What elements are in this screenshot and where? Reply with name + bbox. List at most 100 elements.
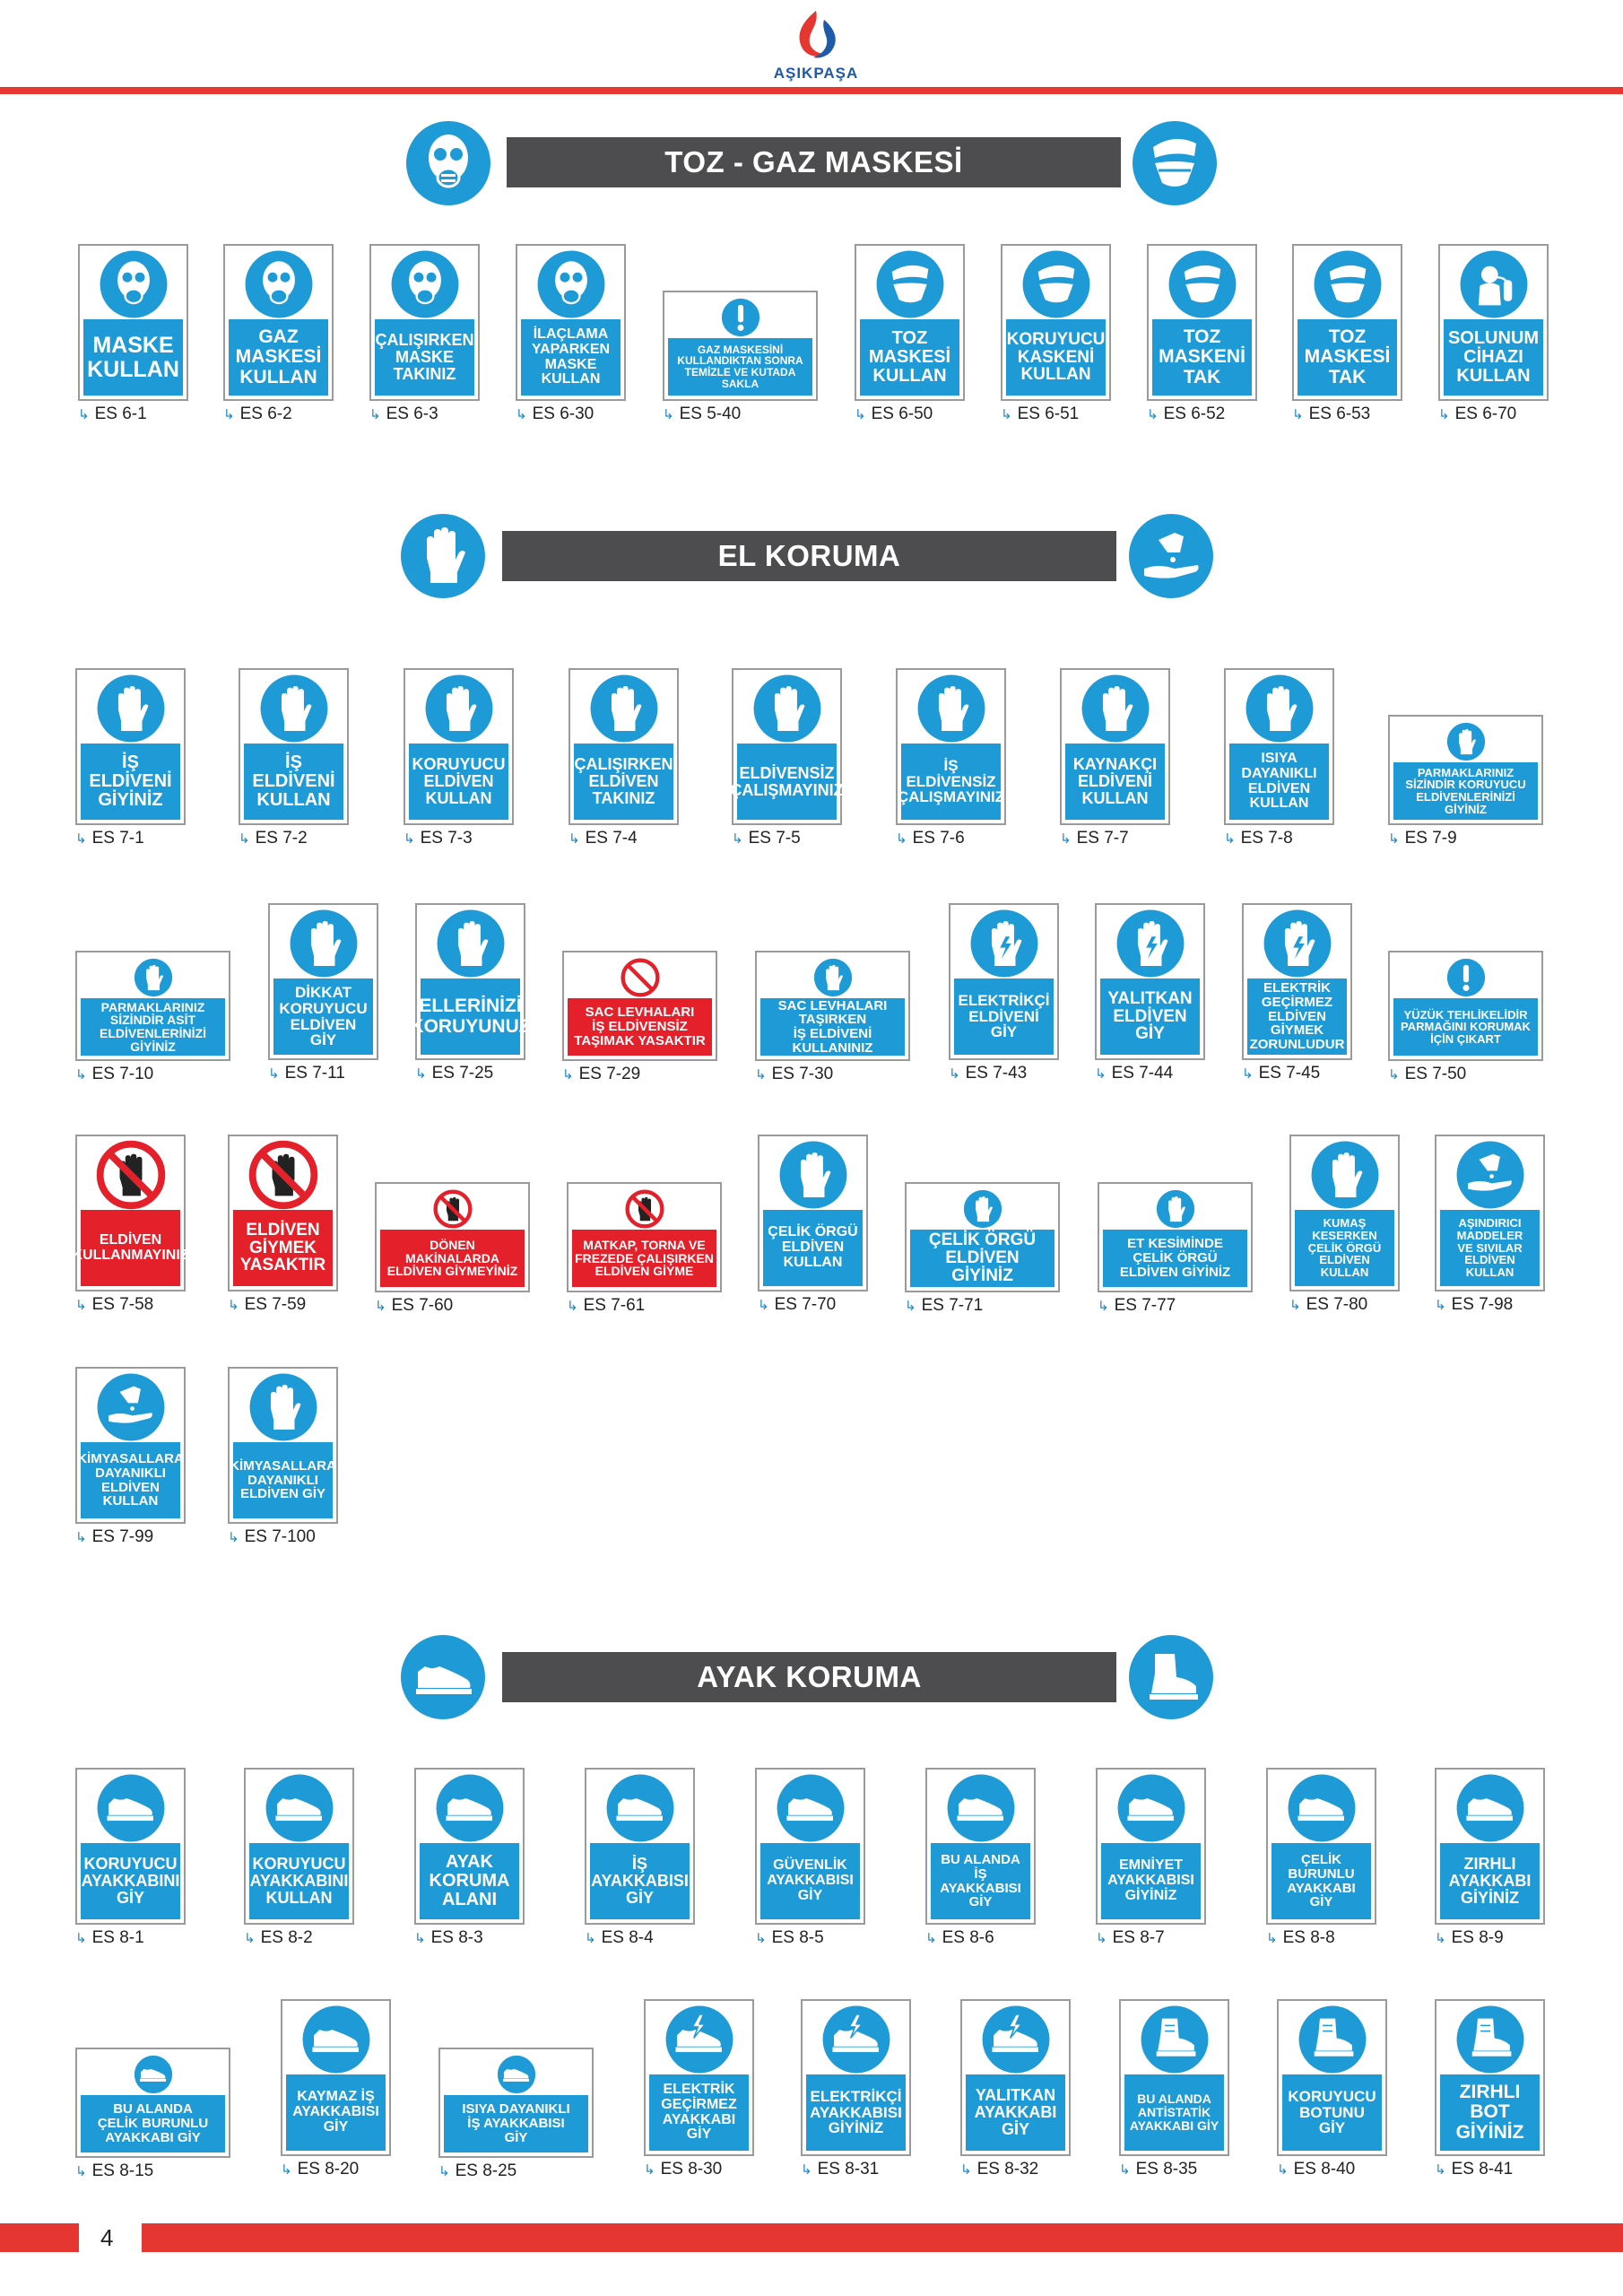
safety-sign: ELEKTRİKÇİ AYAKKABISI GİYİNİZ xyxy=(801,1999,911,2156)
glove-elec-icon xyxy=(1100,909,1200,978)
glove-elec-icon xyxy=(1247,909,1347,978)
gas-mask-icon xyxy=(83,249,183,319)
arrow-icon: ↳ xyxy=(415,1066,427,1082)
arrow-icon: ↳ xyxy=(732,831,743,847)
product-code-label: ES 6-50 xyxy=(871,404,933,423)
sign-text: YALITKAN ELDİVEN GİY xyxy=(1100,978,1200,1055)
product-code: ↳ ES 8-32 xyxy=(960,2160,1038,2179)
product-code: ↳ ES 8-15 xyxy=(75,2161,153,2181)
glove-icon xyxy=(1229,674,1329,744)
product-code-label: ES 6-53 xyxy=(1308,404,1371,423)
product-code-label: ES 8-4 xyxy=(601,1928,654,1947)
shoe-elec-icon xyxy=(806,2005,906,2074)
sign-text: ÇELİK ÖRGÜ ELDİVEN KULLAN xyxy=(763,1210,863,1286)
arrow-icon: ↳ xyxy=(1289,1298,1301,1313)
glove-icon xyxy=(1065,674,1165,744)
gas-mask-icon xyxy=(375,249,474,319)
safety-sign: ELEKTRİK GEÇİRMEZ ELDİVEN GİYMEK ZORUNLU… xyxy=(1242,903,1352,1060)
header-red-line xyxy=(0,87,1623,94)
safety-sign: ÇELİK ÖRGÜ ELDİVEN KULLAN xyxy=(758,1135,868,1292)
shoe-icon xyxy=(81,2053,225,2095)
safety-sign: KORUYUCU AYAKKABINI KULLAN xyxy=(244,1768,354,1925)
product-code: ↳ ES 6-50 xyxy=(855,404,933,424)
sign-text: KORUYUCU BOTUNU GİY xyxy=(1282,2074,1382,2151)
shoe-icon xyxy=(760,1773,860,1843)
arrow-icon: ↳ xyxy=(228,1530,239,1545)
no-glove-icon xyxy=(572,1187,716,1230)
product-code: ↳ ES 8-5 xyxy=(755,1928,824,1948)
glove-icon xyxy=(1393,720,1538,762)
product-code-label: ES 7-70 xyxy=(774,1295,837,1314)
sign-text: ZIRHLI BOT GİYİNİZ xyxy=(1440,2074,1540,2151)
safety-sign: DİKKAT KORUYUCU ELDİVEN GİY xyxy=(268,903,378,1060)
glove-icon xyxy=(81,956,225,998)
boot-icon xyxy=(1440,2005,1540,2074)
glove-icon xyxy=(763,1140,863,1210)
product-code: ↳ ES 7-60 xyxy=(375,1296,453,1316)
safety-sign: ZIRHLI BOT GİYİNİZ xyxy=(1435,1999,1545,2156)
product-code: ↳ ES 6-70 xyxy=(1438,404,1516,424)
sign-text: DİKKAT KORUYUCU ELDİVEN GİY xyxy=(273,978,373,1055)
arrow-icon: ↳ xyxy=(75,1067,87,1083)
sign-text: ISIYA DAYANIKLI ELDİVEN KULLAN xyxy=(1229,744,1329,820)
arrow-icon: ↳ xyxy=(1266,1931,1278,1946)
chem-hand-icon xyxy=(1440,1140,1540,1210)
product-code-label: ES 8-8 xyxy=(1282,1928,1335,1947)
arrow-icon: ↳ xyxy=(268,1066,280,1082)
glove-icon xyxy=(1103,1187,1247,1230)
product-code-label: ES 8-5 xyxy=(771,1928,824,1947)
safety-sign: KUMAŞ KESERKEN ÇELİK ÖRGÜ ELDİVEN KULLAN xyxy=(1289,1135,1400,1292)
product-code: ↳ ES 6-30 xyxy=(516,404,594,424)
safety-sign: İŞ AYAKKABISI GİY xyxy=(585,1768,695,1925)
safety-sign: SOLUNUM CİHAZI KULLAN xyxy=(1438,244,1549,401)
product-code: ↳ ES 7-5 xyxy=(732,829,801,848)
dust-mask-icon xyxy=(1298,249,1397,319)
glove-elec-icon xyxy=(954,909,1054,978)
sign-text: BU ALANDA ANTİSTATİK AYAKKABI GİY xyxy=(1124,2074,1224,2151)
arrow-icon: ↳ xyxy=(755,1931,767,1946)
product-code-label: ES 8-35 xyxy=(1135,2160,1198,2179)
arrow-icon: ↳ xyxy=(1438,407,1450,422)
product-code: ↳ ES 8-30 xyxy=(644,2160,722,2179)
arrow-icon: ↳ xyxy=(1098,1299,1109,1314)
product-code-label: ES 8-7 xyxy=(1112,1928,1165,1947)
sign-text: KİMYASALLARA DAYANIKLI ELDİVEN KULLAN xyxy=(77,1442,184,1518)
arrow-icon: ↳ xyxy=(375,1299,386,1314)
arrow-icon: ↳ xyxy=(755,1067,767,1083)
sign-text: ZIRHLI AYAKKABI GİYİNİZ xyxy=(1440,1843,1540,1919)
product-code: ↳ ES 7-25 xyxy=(415,1064,493,1083)
arrow-icon: ↳ xyxy=(1435,2162,1446,2178)
sign-text: ELEKTRİKÇİ ELDİVENİ GİY xyxy=(954,978,1054,1055)
arrow-icon: ↳ xyxy=(75,2164,87,2179)
sign-text: ÇALIŞIRKEN ELDİVEN TAKINIZ xyxy=(574,744,673,820)
product-code: ↳ ES 7-29 xyxy=(562,1065,640,1084)
product-code-label: ES 7-3 xyxy=(420,829,473,848)
shoe-icon xyxy=(249,1773,349,1843)
glove-icon xyxy=(244,674,343,744)
exclamation-icon xyxy=(668,296,812,338)
section-title-hand: EL KORUMA xyxy=(502,531,1116,581)
arrow-icon: ↳ xyxy=(228,1298,239,1313)
glove-icon xyxy=(910,1187,1055,1230)
product-code-label: ES 7-8 xyxy=(1240,829,1293,848)
arrow-icon: ↳ xyxy=(404,831,415,847)
sign-text: MASKE KULLAN xyxy=(83,319,183,396)
arrow-icon: ↳ xyxy=(239,831,250,847)
safety-sign: BU ALANDA İŞ AYAKKABISI GİY xyxy=(925,1768,1036,1925)
gas-mask-icon xyxy=(405,120,491,206)
product-code-label: ES 7-60 xyxy=(391,1296,454,1315)
product-code: ↳ ES 7-10 xyxy=(75,1065,153,1084)
breathing-icon xyxy=(1444,249,1543,319)
glove-icon xyxy=(273,909,373,978)
arrow-icon: ↳ xyxy=(1096,1931,1107,1946)
glove-icon xyxy=(737,674,837,744)
arrow-icon: ↳ xyxy=(1224,831,1236,847)
glove-icon xyxy=(421,909,520,978)
arrow-icon: ↳ xyxy=(1147,407,1159,422)
sign-text: SOLUNUM CİHAZI KULLAN xyxy=(1444,319,1543,396)
product-code-label: ES 8-40 xyxy=(1293,2160,1356,2179)
shoe-icon xyxy=(931,1773,1030,1843)
arrow-icon: ↳ xyxy=(75,1931,87,1946)
footer-red-bar-right xyxy=(142,2223,1623,2252)
product-code-label: ES 8-2 xyxy=(260,1928,313,1947)
